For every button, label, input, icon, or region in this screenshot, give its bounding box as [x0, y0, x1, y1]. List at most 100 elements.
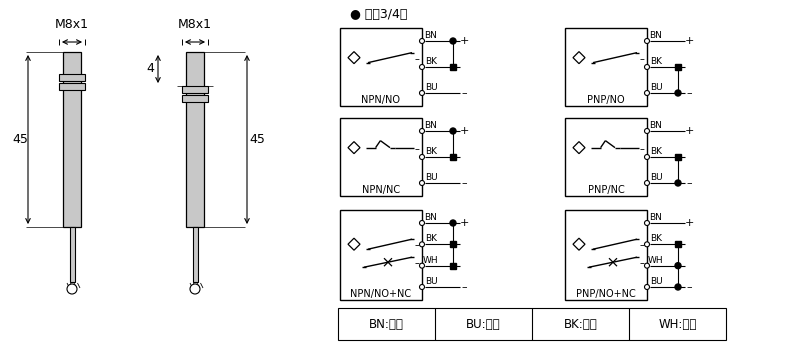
Circle shape [675, 284, 681, 290]
Circle shape [645, 128, 650, 133]
Text: BK: BK [650, 57, 662, 66]
Circle shape [419, 263, 425, 268]
Bar [340, 118, 422, 196]
Text: –: – [639, 144, 645, 153]
Text: BN: BN [650, 121, 662, 130]
Text: BU: BU [425, 173, 438, 182]
Text: BK: BK [650, 234, 662, 243]
Circle shape [450, 38, 456, 44]
Text: –: – [414, 54, 419, 64]
Bar [59, 83, 85, 90]
Circle shape [645, 181, 650, 186]
Text: PNP/NO+NC: PNP/NO+NC [576, 289, 636, 299]
Text: –: – [686, 282, 692, 292]
Circle shape [645, 155, 650, 159]
Circle shape [67, 284, 77, 294]
Circle shape [675, 90, 681, 96]
Circle shape [419, 64, 425, 69]
Text: NPN/NC: NPN/NC [362, 185, 400, 195]
Bar [565, 118, 647, 196]
Circle shape [645, 263, 650, 268]
Circle shape [419, 128, 425, 133]
Text: ● 直涁3/4线: ● 直涁3/4线 [350, 7, 407, 20]
Text: M8x1: M8x1 [55, 18, 89, 31]
Bar [450, 154, 456, 160]
Text: –: – [461, 282, 467, 292]
Bar [565, 28, 647, 106]
Circle shape [645, 64, 650, 69]
Text: –: – [639, 258, 645, 268]
Polygon shape [348, 142, 360, 153]
Circle shape [450, 128, 456, 134]
Bar [675, 241, 681, 247]
Text: NPN/NO: NPN/NO [362, 95, 401, 105]
Bar [182, 95, 208, 102]
Text: M8x1: M8x1 [178, 18, 212, 31]
Text: BK:黑色: BK:黑色 [564, 318, 598, 331]
Bar [59, 74, 85, 81]
Bar [675, 154, 681, 160]
Circle shape [419, 155, 425, 159]
Text: BK: BK [425, 234, 437, 243]
Bar [565, 210, 647, 300]
Bar [450, 241, 456, 247]
Text: BU: BU [650, 173, 662, 182]
Polygon shape [573, 52, 585, 64]
Text: –: – [686, 88, 692, 98]
Bar [63, 52, 81, 227]
Text: –: – [639, 54, 645, 64]
Bar [340, 28, 422, 106]
Text: BU: BU [425, 277, 438, 286]
Circle shape [645, 220, 650, 226]
Text: 45: 45 [249, 133, 265, 146]
Bar [186, 52, 204, 227]
Text: BN: BN [650, 213, 662, 222]
Text: PNP/NC: PNP/NC [588, 185, 624, 195]
Text: 45: 45 [12, 133, 28, 146]
Text: BK: BK [425, 57, 437, 66]
Text: +: + [459, 36, 469, 46]
Bar [70, 227, 74, 282]
Circle shape [419, 284, 425, 289]
Text: NPN/NO+NC: NPN/NO+NC [350, 289, 411, 299]
Circle shape [645, 90, 650, 95]
Bar [450, 263, 456, 269]
Bar [675, 64, 681, 70]
Text: –: – [461, 88, 467, 98]
Circle shape [645, 284, 650, 289]
Circle shape [190, 284, 200, 294]
Text: BU: BU [425, 83, 438, 92]
Text: +: + [684, 36, 694, 46]
Polygon shape [573, 238, 585, 250]
Text: PNP/NO: PNP/NO [587, 95, 625, 105]
Text: WH: WH [648, 256, 664, 265]
Text: +: + [684, 218, 694, 228]
Text: +: + [684, 126, 694, 136]
Circle shape [675, 263, 681, 269]
Text: –: – [461, 178, 467, 188]
Circle shape [675, 180, 681, 186]
Text: BU: BU [650, 277, 662, 286]
Circle shape [419, 90, 425, 95]
Text: –: – [414, 258, 419, 268]
Text: BN:棕色: BN:棕色 [369, 318, 404, 331]
Text: BK: BK [425, 147, 437, 156]
Text: –: – [414, 144, 419, 153]
Bar [340, 210, 422, 300]
Text: –: – [414, 240, 419, 250]
Text: 4: 4 [146, 63, 154, 75]
Text: BU:兰色: BU:兰色 [466, 318, 501, 331]
Bar [338, 308, 726, 340]
Circle shape [419, 242, 425, 247]
Circle shape [419, 220, 425, 226]
Text: +: + [459, 218, 469, 228]
Text: BN: BN [425, 31, 438, 40]
Text: BK: BK [650, 147, 662, 156]
Text: BN: BN [425, 121, 438, 130]
Circle shape [419, 181, 425, 186]
Text: BN: BN [650, 31, 662, 40]
Text: BN: BN [425, 213, 438, 222]
Circle shape [419, 38, 425, 44]
Text: –: – [686, 178, 692, 188]
Text: WH: WH [423, 256, 439, 265]
